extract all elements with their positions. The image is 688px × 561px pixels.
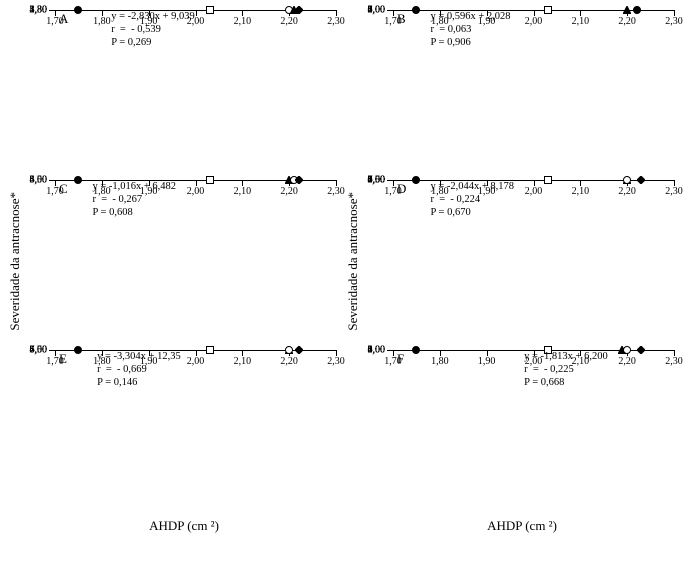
panel-E: 4,004,505,005,506,006,507,007,501,701,80…	[24, 346, 344, 516]
data-point	[544, 6, 552, 14]
data-point	[74, 176, 82, 184]
data-point	[412, 346, 420, 354]
x-tick-label: 2,10	[234, 10, 252, 27]
data-point	[295, 176, 303, 184]
data-point	[633, 6, 641, 14]
equation-text: y = -2,830x + 9,039 r = - 0,539 P = 0,26…	[111, 10, 195, 49]
data-point	[637, 176, 645, 184]
x-tick-label: 2,30	[327, 10, 345, 27]
panel-A: 1,802,302,803,303,804,304,805,305,801,70…	[24, 6, 344, 176]
y-axis-label-left: Severidade da antracnose*	[7, 192, 23, 331]
x-tick-label: 2,10	[234, 350, 252, 367]
x-tick-label: 2,30	[327, 350, 345, 367]
data-point	[295, 6, 303, 14]
data-point	[623, 346, 631, 354]
x-tick-label: 2,30	[665, 350, 683, 367]
x-tick-label: 2,00	[525, 10, 543, 27]
panel-letter: B	[397, 11, 406, 27]
x-tick-label: 1,80	[93, 10, 111, 27]
y-axis-label-right: Severidade da antracnose*	[345, 192, 361, 331]
panel-letter: E	[59, 351, 67, 367]
panel-B: 0,001,002,003,004,005,006,007,001,701,80…	[362, 6, 682, 176]
panel-D: 0,000,501,001,502,002,503,003,504,004,50…	[362, 176, 682, 346]
panel-letter: A	[59, 11, 68, 27]
data-point	[285, 346, 293, 354]
x-tick-label: 2,30	[665, 10, 683, 27]
x-tick-label: 2,30	[665, 180, 683, 197]
equation-text: y = -3,304x + 12,35 r = - 0,669 P = 0,14…	[97, 350, 181, 389]
data-point	[74, 346, 82, 354]
data-point	[623, 176, 631, 184]
equation-text: y = 0,596x + 2,028 r = 0,063 P = 0,906	[430, 10, 510, 49]
panel-letter: F	[397, 351, 404, 367]
x-tick-label: 2,30	[327, 180, 345, 197]
data-point	[637, 346, 645, 354]
panel-C: 3,003,504,004,505,005,506,001,701,801,90…	[24, 176, 344, 346]
data-point	[544, 176, 552, 184]
equation-text: y = -1,813x + 6,200 r = - 0,225 P = 0,66…	[524, 350, 608, 389]
panel-letter: D	[397, 181, 406, 197]
data-point	[295, 346, 303, 354]
x-tick-label: 2,00	[525, 180, 543, 197]
data-point	[412, 176, 420, 184]
x-tick-label: 1,80	[431, 350, 449, 367]
figure-grid: Severidade da antracnose* 1,802,302,803,…	[6, 6, 682, 538]
equation-text: y = -1,016x + 6,482 r = - 0,267 P = 0,60…	[92, 180, 176, 219]
x-tick-label: 2,10	[234, 180, 252, 197]
x-tick-label: 1,90	[478, 350, 496, 367]
x-tick-label: 2,10	[572, 10, 590, 27]
data-point	[206, 346, 214, 354]
x-tick-label: 2,00	[187, 180, 205, 197]
data-point	[74, 6, 82, 14]
x-axis-label-left: AHDP (cm ²)	[24, 516, 344, 538]
x-tick-label: 2,10	[572, 180, 590, 197]
data-point	[206, 6, 214, 14]
equation-text: y = -2,044x + 8,178 r = - 0,224 P = 0,67…	[430, 180, 514, 219]
x-axis-label-right: AHDP (cm ²)	[362, 516, 682, 538]
data-point	[412, 6, 420, 14]
panel-F: 0,001,002,003,004,005,006,001,701,801,90…	[362, 346, 682, 516]
panel-letter: C	[59, 181, 68, 197]
x-tick-label: 2,00	[187, 350, 205, 367]
data-point	[206, 176, 214, 184]
data-point	[623, 6, 631, 14]
